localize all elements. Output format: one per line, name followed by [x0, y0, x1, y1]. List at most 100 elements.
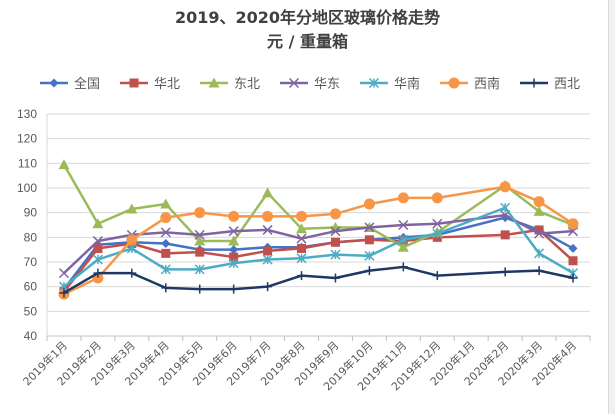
- data-point: [330, 249, 341, 260]
- data-point: [533, 196, 545, 208]
- data-point: [208, 77, 220, 88]
- data-point: [398, 219, 409, 231]
- data-point: [364, 250, 375, 261]
- data-point: [160, 264, 171, 275]
- data-point: [534, 248, 545, 259]
- data-point: [229, 284, 239, 294]
- data-point: [330, 273, 340, 283]
- data-point: [93, 268, 103, 278]
- data-point: [228, 226, 239, 237]
- legend-label: 华北: [154, 77, 180, 92]
- data-point: [500, 230, 510, 240]
- data-point: [432, 228, 443, 239]
- data-point: [263, 246, 273, 256]
- data-point: [368, 77, 380, 89]
- legend-item: 全国: [40, 76, 100, 92]
- data-point: [160, 227, 171, 238]
- data-point: [500, 267, 510, 277]
- legend-label: 东北: [234, 77, 260, 92]
- data-point: [129, 78, 139, 88]
- legend-label: 华南: [394, 76, 420, 92]
- data-point: [92, 254, 103, 265]
- data-point: [297, 271, 307, 281]
- data-point: [529, 78, 539, 88]
- data-point: [194, 235, 206, 246]
- data-point: [397, 241, 409, 252]
- data-point: [568, 243, 578, 253]
- data-point: [296, 210, 308, 222]
- data-point: [296, 223, 308, 234]
- data-point: [568, 256, 578, 266]
- data-point: [297, 243, 307, 253]
- data-point: [329, 208, 341, 220]
- data-point: [533, 205, 545, 216]
- data-point: [432, 218, 443, 229]
- data-point: [93, 243, 103, 253]
- data-point: [364, 222, 375, 233]
- data-point: [398, 262, 408, 272]
- data-point: [127, 268, 137, 278]
- data-point: [567, 218, 579, 230]
- data-point: [228, 210, 240, 222]
- data-point: [195, 284, 205, 294]
- data-point: [364, 235, 374, 245]
- series-line: [62, 228, 574, 293]
- data-point: [161, 239, 171, 248]
- legend-label: 西北: [554, 77, 580, 92]
- legend-item: 华南: [360, 76, 420, 92]
- y-tick-label: 120: [17, 132, 37, 146]
- data-point: [58, 159, 70, 170]
- data-point: [195, 247, 205, 257]
- y-tick-label: 70: [24, 255, 38, 269]
- series-全国: [59, 213, 578, 294]
- data-point: [263, 282, 273, 292]
- series-西北: [59, 262, 578, 298]
- data-point: [58, 268, 69, 279]
- data-point: [161, 283, 171, 293]
- data-point: [398, 234, 409, 245]
- data-point: [194, 207, 206, 219]
- chart-subtitle: 元 / 重量箱: [267, 32, 348, 51]
- legend-item: 西北: [520, 77, 580, 92]
- scrollbar[interactable]: [608, 0, 615, 414]
- y-tick-label: 60: [24, 280, 38, 294]
- data-point: [228, 258, 239, 269]
- data-point: [229, 245, 239, 255]
- data-point: [228, 235, 240, 246]
- data-point: [534, 228, 545, 239]
- legend-label: 西南: [474, 76, 500, 92]
- data-point: [126, 243, 137, 254]
- data-point: [534, 225, 544, 235]
- data-point: [59, 288, 69, 298]
- chart-title-main: 2019、2020年分地区玻璃价格走势: [174, 8, 441, 27]
- data-point: [49, 78, 59, 88]
- data-point: [160, 212, 172, 224]
- data-point: [229, 252, 239, 262]
- data-point: [288, 77, 300, 89]
- y-tick-label: 80: [24, 230, 38, 244]
- series-华东: [58, 210, 579, 279]
- chart-title: 2019、2020年分地区玻璃价格走势 元 / 重量箱: [0, 6, 615, 54]
- data-point: [568, 273, 578, 283]
- data-point: [92, 236, 103, 247]
- data-point: [448, 77, 460, 89]
- data-point: [500, 202, 511, 213]
- series-华南: [58, 202, 579, 292]
- data-point: [160, 198, 172, 209]
- data-point: [363, 198, 375, 210]
- y-tick-label: 50: [24, 304, 38, 318]
- data-point: [431, 192, 443, 204]
- data-point: [296, 233, 307, 244]
- y-tick-label: 100: [17, 181, 37, 195]
- legend-item: 华东: [280, 77, 340, 92]
- legend-item: 东北: [200, 77, 260, 92]
- data-point: [126, 234, 138, 246]
- data-point: [534, 266, 544, 276]
- data-point: [194, 264, 205, 275]
- data-point: [92, 218, 104, 229]
- data-point: [194, 229, 205, 240]
- legend-label: 全国: [74, 76, 100, 92]
- legend-label: 华东: [314, 77, 340, 92]
- data-point: [397, 192, 409, 204]
